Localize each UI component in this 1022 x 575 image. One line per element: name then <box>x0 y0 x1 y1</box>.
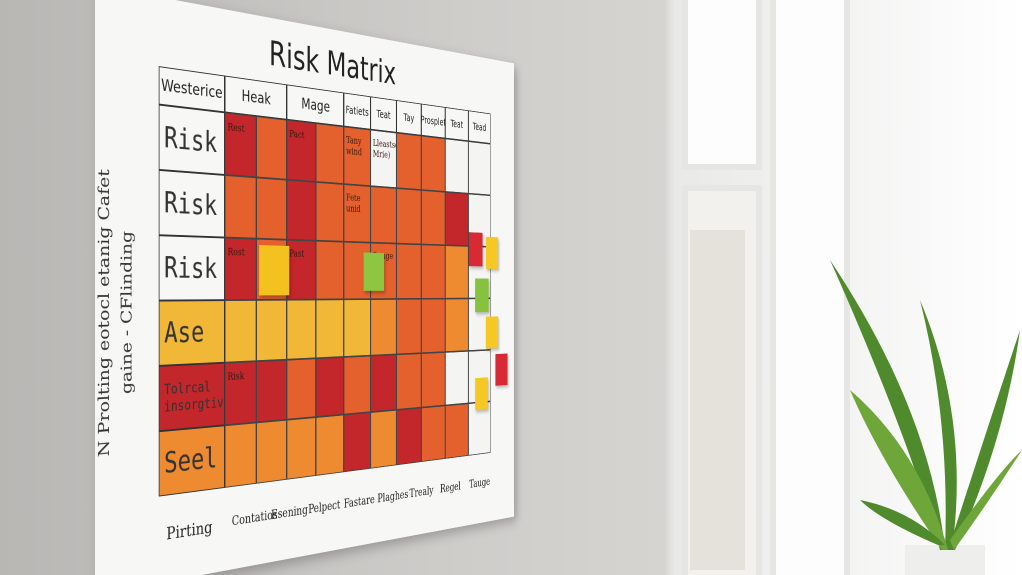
header-cell: Prosplet <box>421 103 446 139</box>
whiteboard: Risk Matrix N Prolting eotocl etanig Caf… <box>95 0 514 575</box>
bottom-label: Esening <box>271 503 308 523</box>
matrix-cell <box>315 181 344 242</box>
matrix-cell <box>315 356 344 418</box>
matrix-cell <box>468 141 491 196</box>
bottom-label: Regel <box>440 480 461 496</box>
header-cell: Tay <box>396 100 422 136</box>
bottom-label: Pirting <box>166 517 213 545</box>
window-pane <box>770 0 850 575</box>
matrix-cell <box>286 299 316 360</box>
row-label: Risk <box>158 169 225 238</box>
side-line: gaine - CFlinding <box>117 230 136 395</box>
matrix-cell <box>286 358 316 420</box>
matrix-cell <box>396 298 422 355</box>
matrix-cell <box>343 299 371 357</box>
matrix-cell <box>286 417 316 480</box>
bottom-label: Pelpect <box>308 498 341 517</box>
matrix-cell <box>421 298 446 354</box>
matrix-cell <box>315 299 344 359</box>
sticky-note <box>495 353 508 386</box>
matrix-cell <box>256 299 287 362</box>
matrix-cell <box>224 299 257 363</box>
matrix-cell <box>421 405 446 462</box>
bottom-label: Trealy <box>409 484 434 501</box>
matrix-cell: Rost <box>224 237 257 301</box>
header-cell: Teat <box>445 107 469 142</box>
matrix-cell <box>315 240 344 300</box>
matrix-cell <box>256 359 287 423</box>
sticky-note <box>485 236 499 269</box>
matrix-cell <box>224 174 257 239</box>
matrix-cell <box>343 412 371 473</box>
header-cell: Fatiets <box>343 92 371 130</box>
matrix-cell <box>256 177 287 240</box>
matrix-cell: Tany wind <box>343 126 371 187</box>
sticky-note <box>475 278 489 313</box>
side-line: N Prolting eotocl etanig Cafet <box>95 168 114 458</box>
side-text: N Prolting eotocl etanig Cafet gaine - C… <box>93 113 138 514</box>
matrix-cell <box>421 352 446 408</box>
matrix-cell: Lleastsel Mrie) <box>370 129 401 189</box>
matrix-cell: Risk <box>224 361 257 426</box>
matrix-cell <box>445 245 469 299</box>
matrix-cell <box>343 355 371 415</box>
building <box>690 230 745 570</box>
matrix-cell <box>396 407 422 466</box>
matrix-cell <box>445 191 469 247</box>
matrix-cell: Fete unid <box>343 184 371 243</box>
sticky-note <box>259 245 290 296</box>
matrix-cell <box>370 186 397 244</box>
bottom-label: Plaghes <box>377 487 409 506</box>
matrix-cell: Past <box>286 239 316 300</box>
matrix-cell <box>421 190 446 246</box>
matrix-cell <box>445 298 469 353</box>
matrix-cell <box>445 138 469 194</box>
matrix-cell <box>396 188 422 245</box>
matrix-cell <box>286 179 316 241</box>
matrix-cell <box>370 298 397 356</box>
matrix-cell <box>315 123 344 185</box>
header-cell: Teat <box>370 96 397 133</box>
row-label: Risk <box>158 235 225 301</box>
row-label: Seel <box>158 425 225 497</box>
matrix-cell: Rest <box>224 112 257 178</box>
sticky-note <box>468 232 483 267</box>
matrix-cell <box>315 414 344 476</box>
sticky-note <box>363 252 385 291</box>
row-label: Tolrcal insorgtive <box>158 362 230 432</box>
matrix-cell <box>396 243 422 299</box>
matrix-cell <box>421 244 446 299</box>
leaves <box>830 260 1022 550</box>
sticky-note <box>475 377 488 411</box>
matrix-cell <box>370 409 397 469</box>
header-cell: Tead <box>468 110 491 144</box>
row-label: Risk <box>158 104 225 175</box>
bottom-label: Tauge <box>469 475 491 492</box>
matrix-cell <box>224 422 257 488</box>
matrix-cell <box>370 354 397 413</box>
matrix-cell <box>421 135 446 192</box>
matrix-cell <box>396 132 422 191</box>
matrix-cell: Pact <box>286 119 316 182</box>
row-label: Ase <box>158 300 225 366</box>
matrix-cell <box>445 403 469 459</box>
plant <box>830 260 1022 575</box>
matrix-cell <box>396 353 422 410</box>
sticky-note <box>485 316 499 349</box>
matrix-cell <box>445 350 469 406</box>
bottom-label: Fastare <box>343 492 375 512</box>
window-pane <box>682 0 762 170</box>
matrix-cell <box>256 116 287 180</box>
matrix-cell <box>256 419 287 484</box>
